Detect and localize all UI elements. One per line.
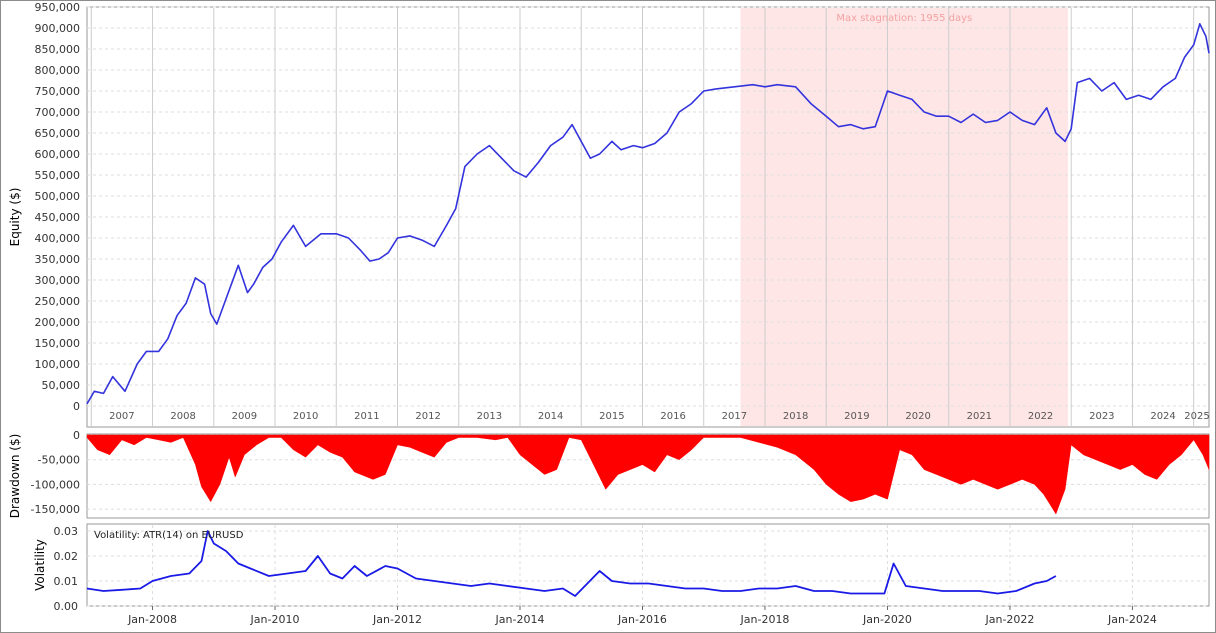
volatility-y-tick-label: 0.00 <box>54 600 79 613</box>
year-label: 2021 <box>967 411 992 422</box>
year-label: 2009 <box>232 411 257 422</box>
drawdown-panel: 0 -50,000 -100,000 -150,000 Drawdown ($) <box>8 429 1210 519</box>
year-label: 2012 <box>415 411 440 422</box>
year-label: 2019 <box>844 411 869 422</box>
year-label: 2010 <box>293 411 318 422</box>
year-label: 2007 <box>109 411 134 422</box>
equity-y-tick-label: 600,000 <box>35 148 81 161</box>
equity-y-tick-label: 900,000 <box>35 22 81 35</box>
drawdown-series <box>86 434 1210 515</box>
drawdown-y-ticks: 0 -50,000 -100,000 -150,000 <box>31 429 80 516</box>
volatility-x-tick-label: Jan-2024 <box>1107 613 1157 626</box>
volatility-series <box>86 530 1057 597</box>
drawdown-y-tick-label: -150,000 <box>31 503 80 516</box>
year-label: 2014 <box>538 411 563 422</box>
year-label: 2022 <box>1028 411 1053 422</box>
equity-panel: 0 50,000 100,000 150,000 200,000 250,000 300,0… <box>8 1 1210 428</box>
volatility-x-tick-label: Jan-2008 <box>127 613 177 626</box>
volatility-line <box>86 530 1057 597</box>
equity-y-tick-label: 500,000 <box>35 190 81 203</box>
year-label: 2013 <box>477 411 502 422</box>
volatility-annotation: Volatility: ATR(14) on EURUSD <box>94 530 244 541</box>
equity-y-tick-label: 400,000 <box>35 232 81 245</box>
equity-series <box>86 22 1210 405</box>
volatility-x-ticks: Jan-2008 Jan-2010 Jan-2012 Jan-2014 Jan-2016… <box>127 606 1157 626</box>
drawdown-y-tick-label: -100,000 <box>31 478 80 491</box>
volatility-y-ticks: 0.00 0.01 0.02 0.03 <box>54 525 79 613</box>
equity-y-tick-label: 50,000 <box>42 379 81 392</box>
volatility-panel: 0.00 0.01 0.02 0.03 Jan-2008 Jan-2010 Jan-201… <box>33 523 1210 626</box>
volatility-x-tick-label: Jan-2022 <box>984 613 1034 626</box>
equity-year-labels: 2007 2008 2009 2010 2011 2012 2013 2014 2015 2016… <box>109 411 1210 422</box>
volatility-y-tick-label: 0.01 <box>54 575 79 588</box>
volatility-y-axis-label: Volatility <box>33 539 47 591</box>
year-label: 2024 <box>1150 411 1175 422</box>
equity-y-tick-label: 800,000 <box>35 64 81 77</box>
equity-y-tick-label: 100,000 <box>35 358 81 371</box>
volatility-plot-area <box>86 523 1210 607</box>
year-label: 2023 <box>1089 411 1114 422</box>
volatility-y-tick-label: 0.02 <box>54 550 79 563</box>
year-label: 2008 <box>170 411 195 422</box>
year-label: 2020 <box>905 411 930 422</box>
volatility-x-tick-label: Jan-2020 <box>862 613 912 626</box>
drawdown-y-axis-label: Drawdown ($) <box>8 434 22 519</box>
equity-y-tick-label: 350,000 <box>35 253 81 266</box>
equity-y-tick-label: 200,000 <box>35 316 81 329</box>
volatility-x-tick-label: Jan-2012 <box>372 613 422 626</box>
equity-line <box>86 22 1210 405</box>
year-label: 2018 <box>783 411 808 422</box>
equity-y-tick-label: 950,000 <box>35 1 81 14</box>
equity-y-tick-label: 700,000 <box>35 106 81 119</box>
volatility-x-tick-label: Jan-2010 <box>250 613 300 626</box>
equity-y-ticks: 0 50,000 100,000 150,000 200,000 250,000 300,0… <box>35 1 81 413</box>
year-label: 2016 <box>660 411 685 422</box>
equity-gridlines <box>87 6 1209 426</box>
year-label: 2011 <box>354 411 379 422</box>
equity-y-tick-label: 250,000 <box>35 295 81 308</box>
equity-y-tick-label: 750,000 <box>35 85 81 98</box>
volatility-x-tick-label: Jan-2016 <box>617 613 667 626</box>
equity-y-tick-label: 0 <box>73 400 80 413</box>
equity-y-tick-label: 850,000 <box>35 43 81 56</box>
volatility-y-tick-label: 0.03 <box>54 525 79 538</box>
equity-y-axis-label: Equity ($) <box>8 188 22 247</box>
volatility-x-tick-label: Jan-2018 <box>740 613 790 626</box>
equity-y-tick-label: 650,000 <box>35 127 81 140</box>
equity-y-tick-label: 300,000 <box>35 274 81 287</box>
drawdown-area <box>86 434 1210 515</box>
year-label: 2025 <box>1184 411 1209 422</box>
equity-y-tick-label: 550,000 <box>35 169 81 182</box>
max-stagnation-label: Max stagnation: 1955 days <box>836 13 972 24</box>
volatility-gridlines <box>87 525 1209 607</box>
equity-y-tick-label: 450,000 <box>35 211 81 224</box>
drawdown-y-tick-label: 0 <box>73 429 80 442</box>
volatility-x-tick-label: Jan-2014 <box>495 613 545 626</box>
equity-y-tick-label: 150,000 <box>35 337 81 350</box>
year-label: 2017 <box>722 411 747 422</box>
year-label: 2015 <box>599 411 624 422</box>
drawdown-y-tick-label: -50,000 <box>38 454 80 467</box>
